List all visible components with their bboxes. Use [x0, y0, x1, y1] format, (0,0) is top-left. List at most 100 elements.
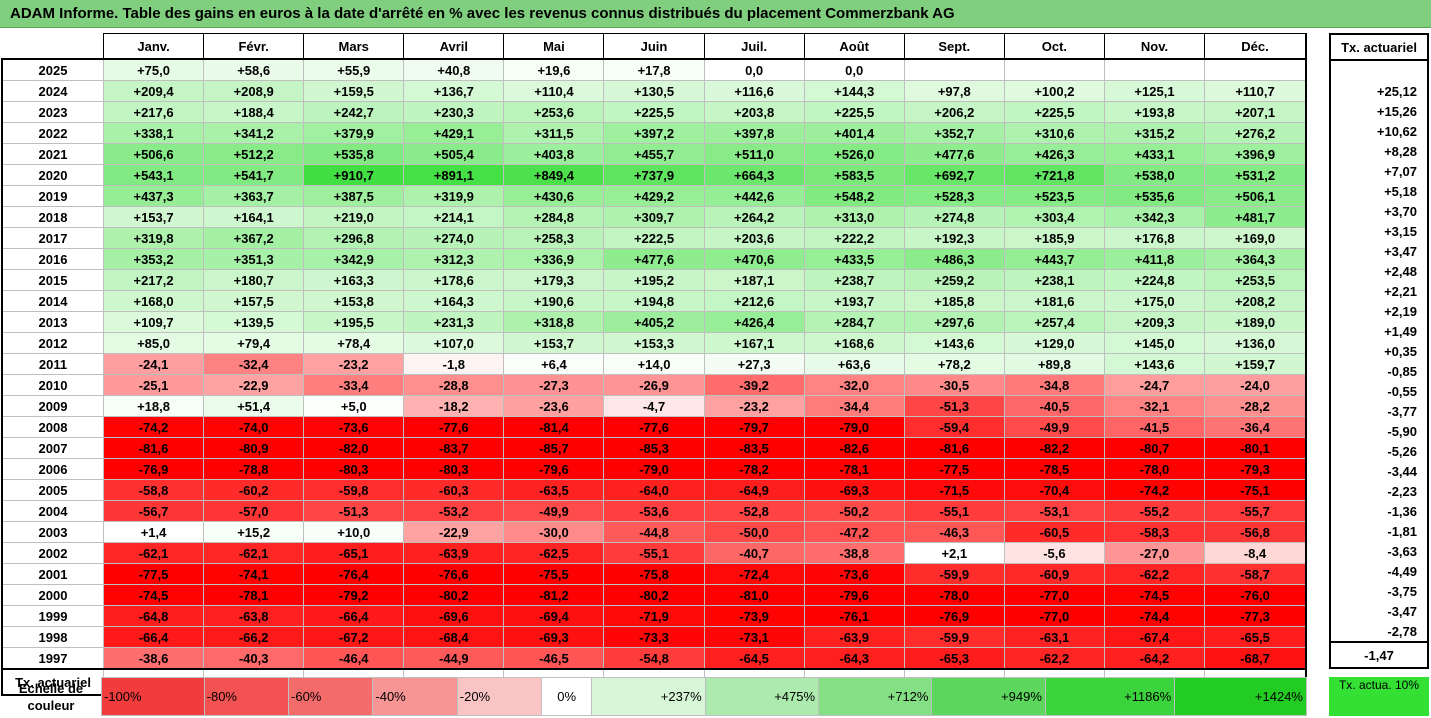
gain-cell: +63,6	[803, 353, 905, 375]
tx-actuariel-cell: +5,18	[1329, 181, 1429, 201]
gain-cell: +19,6	[503, 58, 605, 81]
month-header: Juil.	[703, 33, 805, 60]
color-scale-item: +712%	[818, 677, 933, 716]
tx-row: +3,15	[1329, 221, 1429, 241]
gain-cell: +470,6	[703, 248, 805, 270]
gain-cell: +309,7	[603, 206, 705, 228]
gain-cell: -32,0	[803, 374, 905, 396]
gain-cell: -50,0	[703, 521, 805, 543]
gain-cell: -64,5	[703, 647, 805, 670]
gain-cell: +253,6	[503, 101, 605, 123]
gain-cell: -74,4	[1103, 605, 1206, 627]
gain-cell: -69,3	[503, 626, 605, 648]
gains-table-body: 2025 +75,0 +58,6 +55,9 +40,8 +19,6 +17,8 0,0 0,0…	[1, 58, 1308, 696]
color-scale-item: -20%	[456, 677, 543, 716]
gain-cell: -24,7	[1103, 374, 1206, 396]
gain-cell: -46,3	[903, 521, 1005, 543]
gain-cell: +429,2	[603, 185, 705, 207]
gain-cell: -67,4	[1103, 626, 1206, 648]
gain-cell: -76,0	[1204, 584, 1308, 606]
gain-cell: +433,1	[1103, 143, 1206, 165]
tx-actua-legend: Tx. actua. 10%	[1329, 677, 1429, 716]
year-label: 2000	[1, 584, 104, 606]
table-row: 2015 +217,2 +180,7 +163,3 +178,6 +179,3 +195,2…	[1, 269, 1308, 291]
gain-cell: +397,2	[603, 122, 705, 144]
tx-actuariel-cell: -3,63	[1329, 541, 1429, 561]
gain-cell: -46,4	[303, 647, 405, 670]
gain-cell: +144,3	[803, 80, 905, 102]
gain-cell: -80,7	[1103, 437, 1206, 459]
tx-row: +15,26	[1329, 101, 1429, 121]
gain-cell: +207,1	[1204, 101, 1308, 123]
gain-cell: -18,2	[403, 395, 505, 417]
gain-cell: +238,1	[1003, 269, 1105, 291]
gain-cell: +405,2	[603, 311, 705, 333]
gain-cell: -71,5	[903, 479, 1005, 501]
gain-cell: -79,7	[703, 416, 805, 438]
tx-actuariel-cell: -5,90	[1329, 421, 1429, 441]
gain-cell: -55,1	[603, 542, 705, 564]
year-label: 2007	[1, 437, 104, 459]
gain-cell: -79,6	[803, 584, 905, 606]
gain-cell: +79,4	[203, 332, 305, 354]
gain-cell: -23,2	[703, 395, 805, 417]
gain-cell: +217,6	[102, 101, 205, 123]
gain-cell: -69,3	[803, 479, 905, 501]
gain-cell: -83,5	[703, 437, 805, 459]
gain-cell: +342,9	[303, 248, 405, 270]
gain-cell: +1,4	[102, 521, 205, 543]
gain-cell: -62,5	[503, 542, 605, 564]
gain-cell: -74,1	[203, 563, 305, 585]
tx-row: -5,90	[1329, 421, 1429, 441]
gain-cell: -54,8	[603, 647, 705, 670]
gain-cell: +396,9	[1204, 143, 1308, 165]
gain-cell: +512,2	[203, 143, 305, 165]
tx-row: -1,81	[1329, 521, 1429, 541]
gain-cell: +168,6	[803, 332, 905, 354]
gain-cell: +259,2	[903, 269, 1005, 291]
gain-cell: 0,0	[803, 58, 905, 81]
table-row: 2014 +168,0 +157,5 +153,8 +164,3 +190,6 +194,8…	[1, 290, 1308, 312]
gain-cell: -83,7	[403, 437, 505, 459]
gain-cell: 0,0	[703, 58, 805, 81]
year-label: 1999	[1, 605, 104, 627]
tx-row: -3,77	[1329, 401, 1429, 421]
gain-cell: +363,7	[203, 185, 305, 207]
gain-cell: -62,1	[203, 542, 305, 564]
gain-cell	[1003, 58, 1105, 81]
gain-cell: -53,6	[603, 500, 705, 522]
year-label: 2008	[1, 416, 104, 438]
gain-cell: +387,5	[303, 185, 405, 207]
gain-cell: -46,5	[503, 647, 605, 670]
gain-cell: +284,7	[803, 311, 905, 333]
gain-cell: -80,9	[203, 437, 305, 459]
gain-cell: -70,4	[1003, 479, 1105, 501]
gain-cell: -52,8	[703, 500, 805, 522]
gain-cell: -44,8	[603, 521, 705, 543]
table-row: 2010 -25,1 -22,9 -33,4 -28,8 -27,3 -26,9 -39,2-…	[1, 374, 1308, 396]
gain-cell: +297,6	[903, 311, 1005, 333]
gain-cell: -76,9	[903, 605, 1005, 627]
table-row: 2007 -81,6 -80,9 -82,0 -83,7 -85,7 -85,3 -83,5-…	[1, 437, 1308, 459]
gain-cell: +208,2	[1204, 290, 1308, 312]
tx-row: -3,44	[1329, 461, 1429, 481]
gain-cell: +433,5	[803, 248, 905, 270]
gain-cell: +217,2	[102, 269, 205, 291]
tx-actuariel-cell: -3,75	[1329, 581, 1429, 601]
gain-cell: -63,5	[503, 479, 605, 501]
gain-cell: -25,1	[102, 374, 205, 396]
gain-cell: +193,8	[1103, 101, 1206, 123]
gain-cell: -53,2	[403, 500, 505, 522]
year-label: 2020	[1, 164, 104, 186]
gain-cell: +58,6	[203, 58, 305, 81]
table-row: 1999 -64,8 -63,8 -66,4 -69,6 -69,4 -71,9 -73,9-…	[1, 605, 1308, 627]
gain-cell: +310,6	[1003, 122, 1105, 144]
month-header: Nov.	[1103, 33, 1206, 60]
gain-cell: -58,8	[102, 479, 205, 501]
gain-cell: -24,0	[1204, 374, 1308, 396]
gain-cell: +157,5	[203, 290, 305, 312]
gain-cell: +274,8	[903, 206, 1005, 228]
color-scale-label: Echelle de couleur	[18, 680, 84, 713]
gain-cell: +429,1	[403, 122, 505, 144]
tx-row: +2,48	[1329, 261, 1429, 281]
